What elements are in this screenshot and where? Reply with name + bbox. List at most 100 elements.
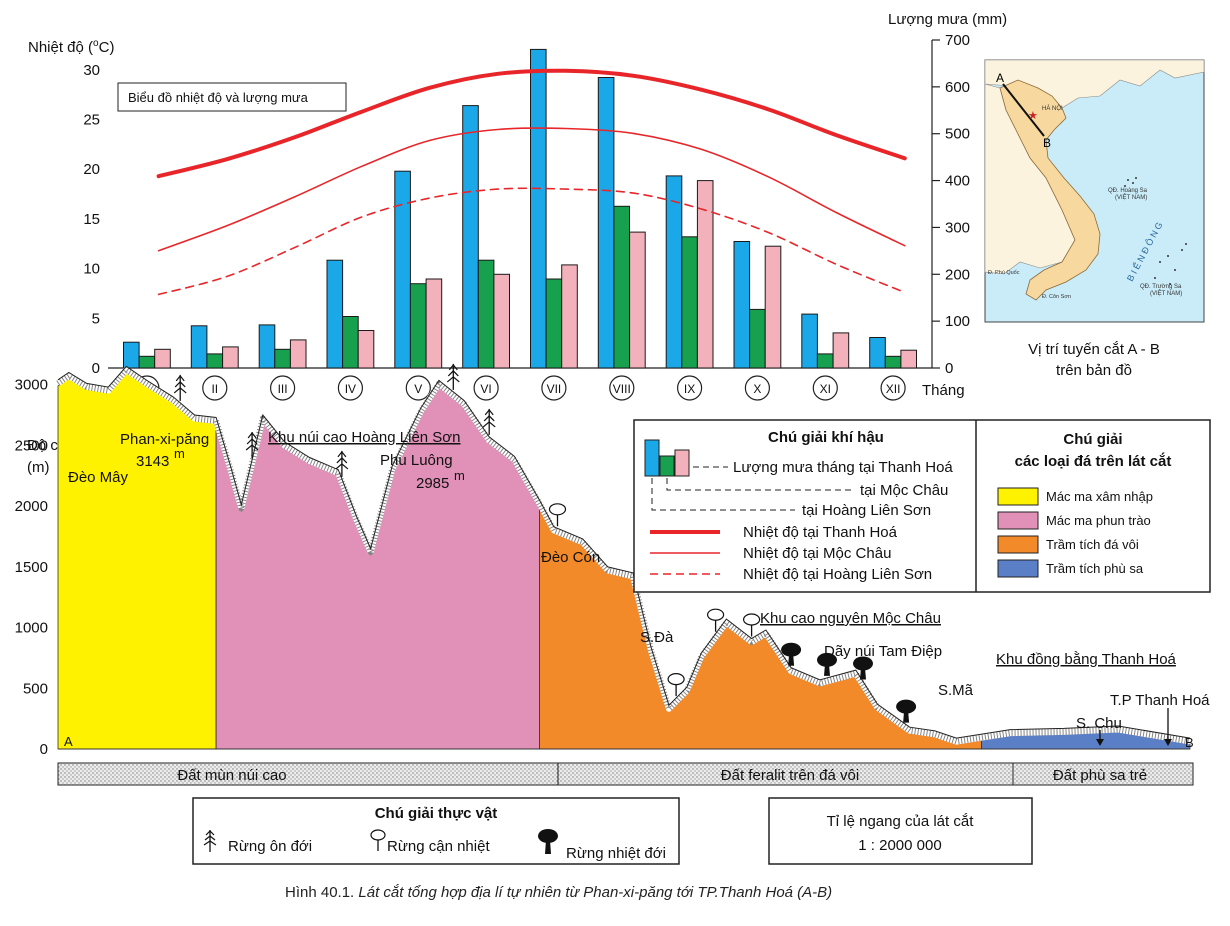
label-phu-luong: Phu Luông	[380, 452, 453, 469]
temperate-forest-icon	[203, 830, 217, 852]
legend-swatch-hls	[674, 449, 690, 477]
month-label: VIII	[613, 382, 631, 396]
rock-legend-alluvium: Trầm tích phù sa	[1046, 561, 1144, 576]
month-label: VI	[480, 382, 491, 396]
legend-swatch-thanh-hoa	[644, 439, 660, 477]
month-circle	[270, 375, 296, 401]
rain-bar	[326, 259, 344, 369]
label-tam-diep: Dãy núi Tam Điệp	[824, 643, 942, 660]
y-right-tick-label: 400	[945, 173, 970, 190]
rain-bar	[274, 348, 291, 369]
rain-bar	[545, 278, 563, 369]
rain-bar	[665, 175, 683, 369]
month-label: IX	[684, 382, 695, 396]
climate-chart: Nhiệt độ (oC) Lượng mưa (mm) Tháng Biểu …	[28, 11, 1007, 401]
rain-bar	[123, 341, 140, 369]
plant-legend: Chú giải thực vật Rừng ôn đới Rừng cận n…	[192, 797, 680, 865]
label-song-ma: S.Mã	[938, 682, 974, 699]
rock-legend-title-2: các loại đá trên lát cắt	[1015, 452, 1172, 470]
temperate-tree-icon	[173, 374, 187, 401]
subtropical-tree-icon	[667, 672, 685, 697]
rain-bar	[530, 48, 547, 369]
month-circle	[473, 375, 499, 401]
y-right-tick-label: 600	[945, 79, 970, 96]
label-deo-may: Đèo Mây	[68, 469, 129, 486]
legend-temp-thanh-hoa: Nhiệt độ tại Thanh Hoá	[743, 524, 898, 541]
map-phu-quoc: Đ. Phú Quốc	[988, 270, 1020, 276]
legend-swatch-moc-chau	[659, 455, 675, 477]
month-label: XII	[886, 382, 901, 396]
rain-bar	[801, 313, 818, 369]
tropical-tree-icon	[853, 656, 873, 680]
point-a-label: A	[64, 734, 73, 749]
month-circle	[202, 375, 228, 401]
soil-layer	[56, 366, 1191, 745]
month-labels: IIIIIIIVVVIVIIVIIIIXXXIXII	[134, 375, 906, 401]
month-circle	[880, 375, 906, 401]
y-left-axis-title: Nhiệt độ (oC)	[28, 38, 114, 56]
x-axis-title: Tháng	[922, 382, 965, 399]
legend-rain-moc-chau: tại Mộc Châu	[860, 482, 948, 499]
y-right-tick-label: 300	[945, 219, 970, 236]
elevation-ticks: 0 500 1000 1500 2000 2500 3000	[15, 377, 48, 758]
map-point-b: B	[1043, 136, 1051, 150]
rain-bar	[884, 355, 902, 369]
rain-bar	[832, 332, 850, 369]
temperate-tree-icon	[245, 432, 259, 458]
map-section-line	[1002, 83, 1045, 137]
label-song-da: S.Đà	[640, 629, 674, 646]
point-b-label: B	[1185, 735, 1194, 750]
soil-band-label-3: Đất phù sa trẻ	[1053, 767, 1147, 784]
soil-band-1	[57, 762, 559, 786]
rain-bar	[206, 353, 223, 369]
tropical-tree-icon	[781, 642, 802, 666]
figure-caption-label: Hình 40.1.	[285, 884, 354, 901]
map-truong-sa-vn: (VIỆT NAM)	[1150, 289, 1182, 297]
temperature-line	[157, 127, 906, 252]
rock-swatch-limestone	[997, 535, 1039, 554]
subtropical-forest-icon	[370, 829, 386, 851]
map-point-a: A	[996, 71, 1004, 85]
subtropical-tree-icon	[742, 613, 761, 637]
rock-legend-intrusive: Mác ma xâm nhập	[1046, 489, 1153, 504]
month-label: XI	[820, 382, 831, 396]
month-label: II	[211, 382, 218, 396]
scale-box-frame	[768, 797, 1033, 865]
y-left-tick-label: 0	[92, 360, 100, 377]
month-circle	[541, 375, 567, 401]
y-right-tick-label: 500	[945, 126, 970, 143]
map-ha-noi: HÀ NỘI	[1042, 105, 1063, 112]
elevation-tick-label: 0	[40, 741, 48, 758]
rain-bar	[394, 170, 411, 369]
figure-caption-text: Lát cắt tổng hợp địa lí tự nhiên từ Phan…	[358, 884, 832, 901]
label-phan-xi-pang: Phan-xi-păng	[120, 431, 209, 448]
location-map: A B ★ HÀ NỘI QĐ. Hoàng Sa (VIỆT NAM) QĐ.…	[984, 59, 1205, 379]
y-left-tick-label: 20	[83, 161, 100, 178]
temperature-line	[157, 187, 906, 296]
rain-bar	[357, 330, 375, 369]
plant-legend-title: Chú giải thực vật	[375, 805, 498, 822]
month-circle	[812, 375, 838, 401]
plant-legend-box	[192, 797, 680, 865]
vegetation-symbols	[173, 363, 917, 723]
label-phu-luong-m: m	[454, 468, 465, 483]
rain-bar	[138, 355, 156, 369]
subtropical-tree-icon	[706, 608, 725, 632]
rock-zone-intrusive	[57, 371, 217, 750]
rock-fill	[56, 365, 1191, 750]
scale-title: Tỉ lệ ngang của lát cắt	[827, 813, 975, 830]
map-vietnam	[999, 79, 1101, 301]
chart-title: Biểu đồ nhiệt độ và lượng mưa	[128, 90, 309, 105]
y-left-tick-label: 5	[92, 310, 100, 327]
figure-caption: Hình 40.1. Lát cắt tổng hợp địa lí tự nh…	[285, 884, 832, 901]
plant-legend-temperate: Rừng ôn đới	[228, 838, 312, 855]
legend-leader-3	[651, 478, 795, 511]
legend-outer-box	[633, 419, 1211, 593]
rain-bar	[816, 353, 834, 369]
rain-bar	[289, 339, 307, 369]
climate-legend: Chú giải khí hậu Lượng mưa tháng tại Tha…	[633, 419, 1211, 593]
rain-bar	[869, 337, 886, 369]
